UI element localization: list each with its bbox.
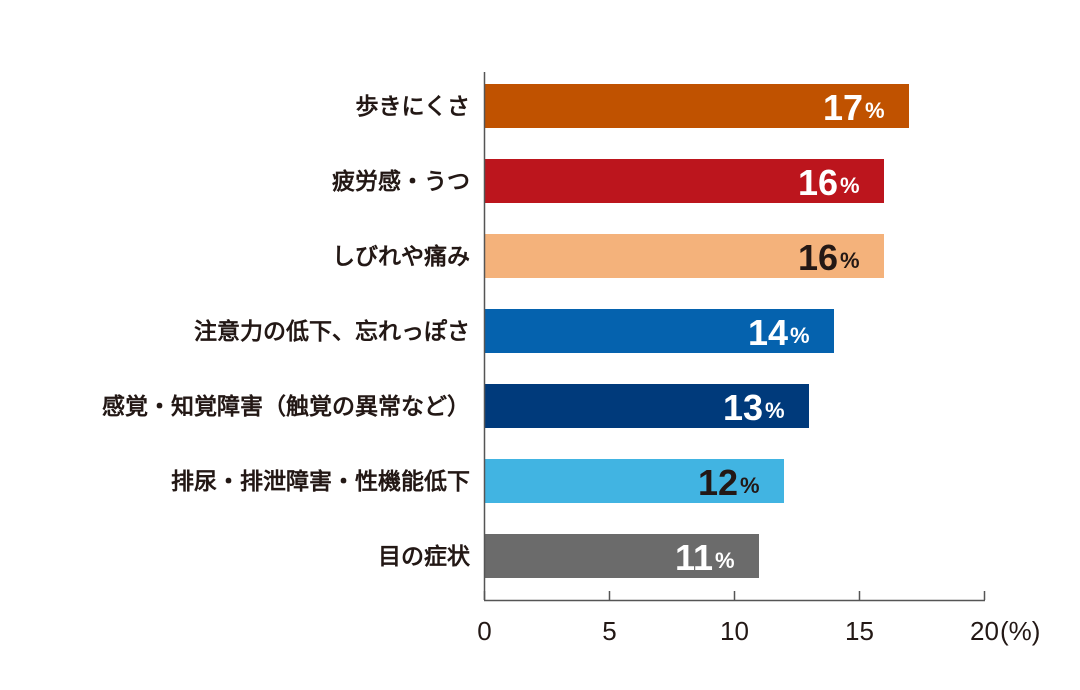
- category-label: 目の症状: [378, 543, 471, 570]
- data-label: 16: [798, 162, 838, 203]
- data-label-unit: %: [765, 398, 785, 423]
- data-label-unit: %: [715, 548, 735, 573]
- x-tick-label: 5: [602, 616, 616, 646]
- bar: [484, 159, 884, 203]
- data-label: 12: [698, 462, 738, 503]
- data-label: 14: [748, 312, 788, 353]
- bar: [484, 309, 834, 353]
- bar: [484, 459, 784, 503]
- x-tick-label: 15: [845, 616, 874, 646]
- x-tick-label: 10: [720, 616, 749, 646]
- x-tick-label: 20: [970, 616, 999, 646]
- bar: [484, 84, 909, 128]
- data-label-unit: %: [790, 323, 810, 348]
- category-label: 歩きにくさ: [355, 94, 470, 120]
- bar: [484, 534, 759, 578]
- data-label-unit: %: [840, 248, 860, 273]
- bar: [484, 384, 809, 428]
- bar: [484, 234, 884, 278]
- data-label: 11: [675, 537, 713, 578]
- category-label: 疲労感・うつ: [332, 168, 470, 195]
- data-label-unit: %: [740, 473, 760, 498]
- data-label: 17: [823, 87, 863, 128]
- data-label: 16: [798, 237, 838, 278]
- data-label: 13: [723, 387, 763, 428]
- category-label: 排尿・排泄障害・性機能低下: [171, 468, 470, 495]
- category-label: 感覚・知覚障害（触覚の異常など）: [102, 393, 470, 420]
- category-label: 注意力の低下、忘れっぽさ: [194, 318, 470, 345]
- data-label-unit: %: [840, 173, 860, 198]
- data-label-unit: %: [865, 98, 885, 123]
- x-axis-unit: (%): [1000, 616, 1040, 646]
- x-tick-label: 0: [477, 616, 491, 646]
- category-label: しびれや痛み: [332, 243, 470, 270]
